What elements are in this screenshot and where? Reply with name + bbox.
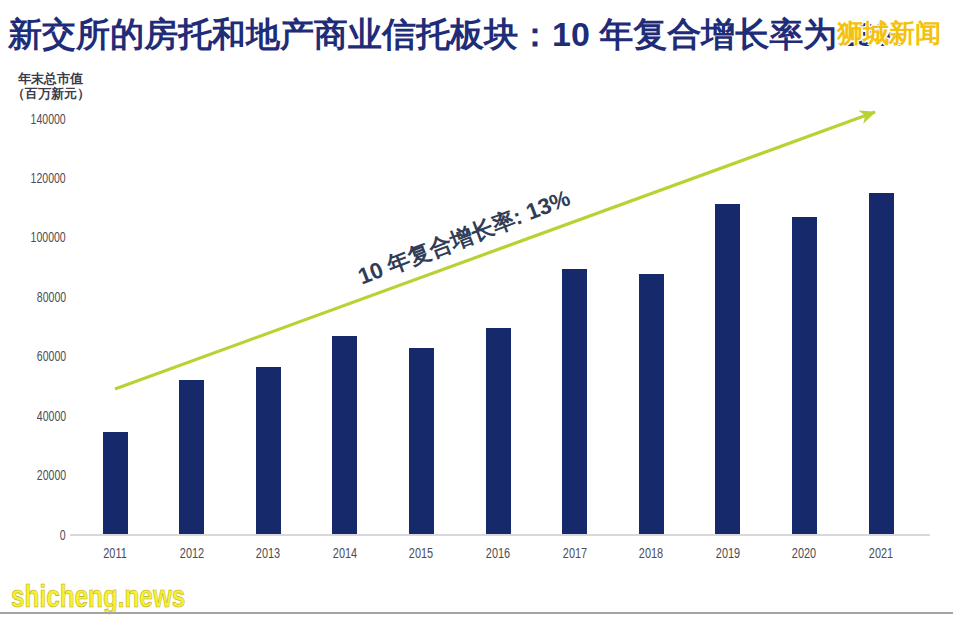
watermark-bottom-left: shicheng.news	[11, 578, 185, 615]
bottom-divider-line	[0, 612, 953, 614]
chart-page: 新交所的房托和地产商业信托板块：10 年复合增长率为13% 年末总市值 （百万新…	[0, 0, 953, 619]
watermark-top-right: 狮城新闻	[837, 16, 941, 51]
trend-arrow	[0, 0, 953, 619]
